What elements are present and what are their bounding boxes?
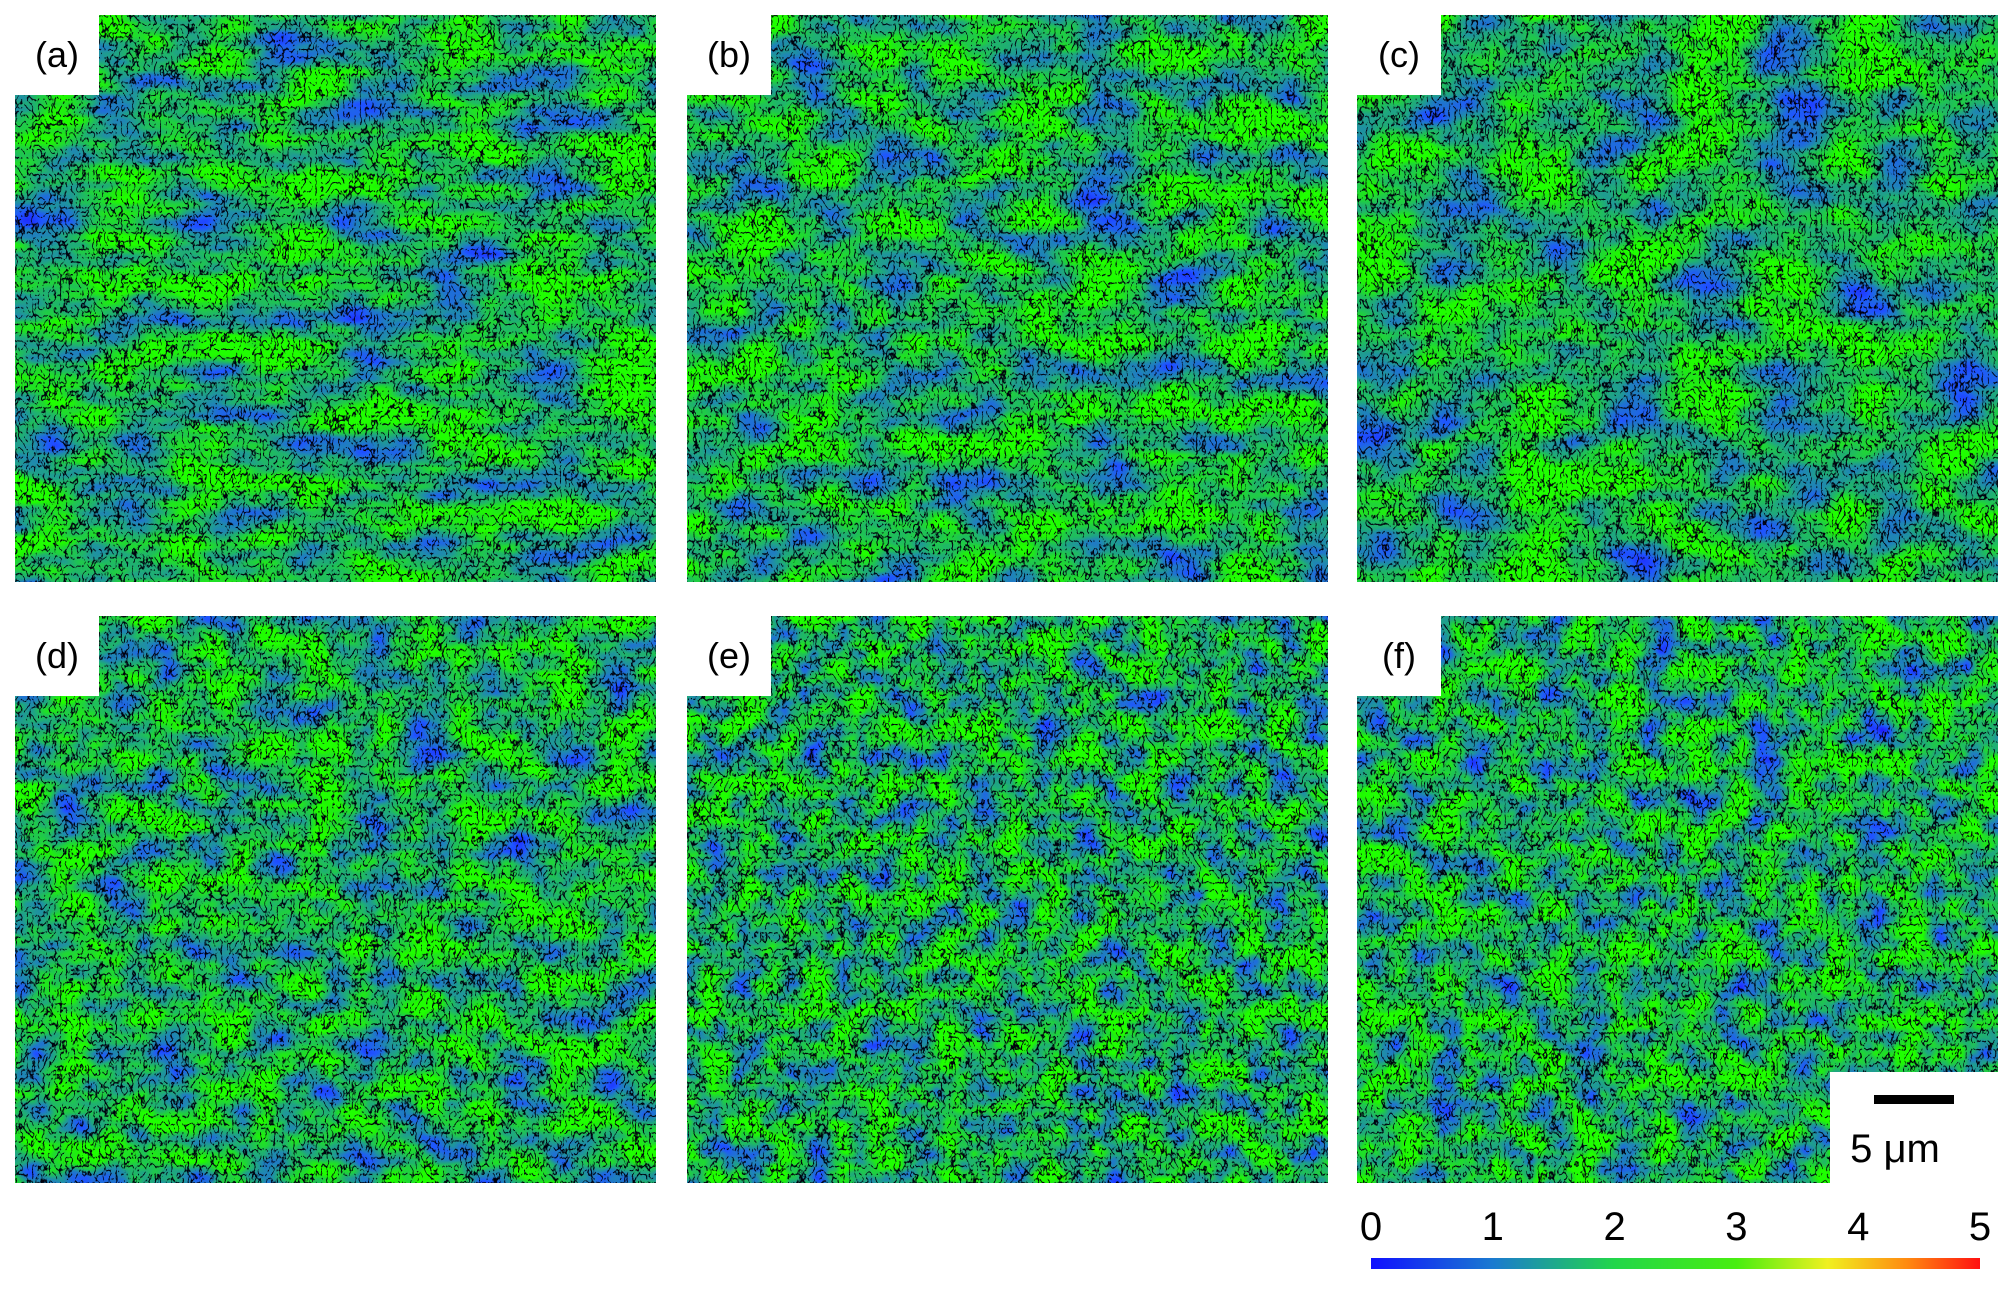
colorbar-gradient <box>1371 1258 1980 1269</box>
panel-label: (d) <box>35 635 79 676</box>
panel-grid: (a) (b) (c) (d) (e) (f) <box>15 15 1998 1183</box>
colorbar-tick-label: 0 <box>1360 1205 1382 1249</box>
panel-label: (b) <box>707 34 751 75</box>
colorbar-tick-label: 5 <box>1969 1205 1991 1249</box>
micrograph <box>1357 15 1998 582</box>
panel-label-box <box>1357 616 1441 696</box>
colorbar: 0 1 2 3 4 5 <box>1360 1205 1991 1269</box>
colorbar-tick-label: 1 <box>1482 1205 1504 1249</box>
micrograph <box>15 616 656 1183</box>
panel-label-box <box>15 15 99 95</box>
micrograph <box>15 15 656 582</box>
micrograph <box>687 15 1328 582</box>
colorbar-tick-label: 3 <box>1725 1205 1747 1249</box>
colorbar-tick-label: 2 <box>1603 1205 1625 1249</box>
panel-label: (c) <box>1378 34 1420 75</box>
scale-bar-label: 5 μm <box>1850 1127 1940 1171</box>
panel-label-box <box>15 616 99 696</box>
scale-bar-line <box>1874 1095 1954 1104</box>
panel-label: (e) <box>707 635 751 676</box>
panel-label-box <box>1357 15 1441 95</box>
scale-bar-box <box>1830 1072 1998 1184</box>
micrograph <box>687 616 1328 1183</box>
scale-bar: 5 μm <box>1830 1072 1998 1184</box>
colorbar-tick-label: 4 <box>1847 1205 1869 1249</box>
panel-label: (a) <box>35 34 79 75</box>
panel-label: (f) <box>1382 635 1416 676</box>
panel-label-box <box>687 616 771 696</box>
panel-label-box <box>687 15 771 95</box>
